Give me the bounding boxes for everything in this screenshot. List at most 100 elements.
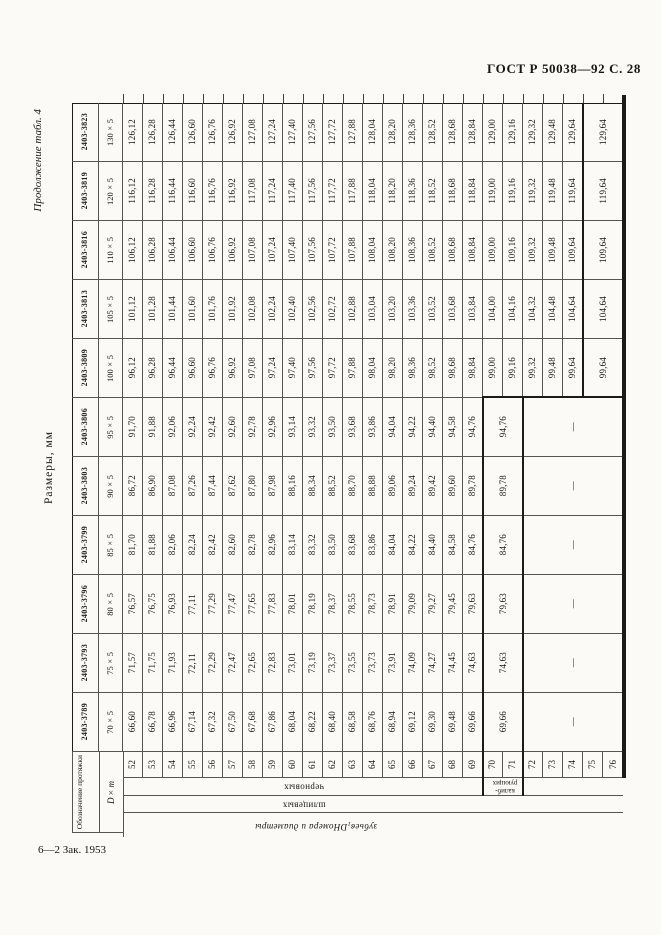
table-cell: 102,08: [243, 280, 263, 338]
table-cell: 109,00: [483, 221, 503, 279]
table-cell: 90×5: [99, 457, 123, 515]
table-cell: 92,78: [243, 398, 263, 456]
table-cell: —: [567, 717, 578, 727]
table-cell: 74,27: [423, 634, 443, 692]
table-cell: 107,24: [263, 221, 283, 279]
table-cell: 118,84: [463, 162, 483, 220]
table-cell: 73,01: [283, 634, 303, 692]
table-cell: 79,45: [443, 575, 463, 633]
table-cell: 129,64: [563, 103, 583, 161]
table-cell: 105×5: [99, 280, 123, 338]
stub-header-label: Обозначение протяжки: [75, 755, 84, 830]
table-cell: 109,64: [563, 221, 583, 279]
table-cell: 89,24: [403, 457, 423, 515]
table-cell: 93,14: [283, 398, 303, 456]
table-row: 2403-3803 90×5 86,72 86,90 87,08 87,26 87,44 87…: [72, 457, 623, 516]
table-cell: 96,28: [143, 339, 163, 397]
footer-note: 6—2 Зак. 1953: [38, 844, 106, 856]
table-cell: 84,22: [403, 516, 423, 574]
table-cell: 66,96: [163, 693, 183, 751]
table-cell: 99,64: [597, 357, 608, 379]
table-cell: 107,88: [343, 221, 363, 279]
table-cell: 92,42: [203, 398, 223, 456]
table-cell: 104,64: [563, 280, 583, 338]
table-cell: 103,36: [403, 280, 423, 338]
table-cell: 79,27: [423, 575, 443, 633]
table-cell: 109,16: [503, 221, 523, 279]
table-row: 2403-3809 100×5 96,12 96,28 96,44 96,60 96,76 9…: [72, 339, 623, 398]
group-strip-spline: шлицевых: [123, 796, 623, 813]
table-cell: 95×5: [99, 398, 123, 456]
table-cell: 74,09: [403, 634, 423, 692]
tooth-number-cell: 64: [363, 752, 383, 778]
table-cell: 128,84: [463, 103, 483, 161]
table-cell: 71,75: [143, 634, 163, 692]
table-cell: 2403-3796: [72, 575, 99, 633]
table-cell: 94,58: [443, 398, 463, 456]
table-cell: 76,93: [163, 575, 183, 633]
column-tick: [323, 94, 324, 103]
column-tick: [483, 94, 484, 103]
table-cell: 116,28: [143, 162, 163, 220]
tooth-number-cell: 62: [323, 752, 343, 778]
table-cell: 96,44: [163, 339, 183, 397]
table-cell: 82,96: [263, 516, 283, 574]
table-cell: 73,37: [323, 634, 343, 692]
table-cell: 73,55: [343, 634, 363, 692]
heavy-calib-right-short: [522, 397, 524, 796]
tooth-number-cell: 59: [263, 752, 283, 778]
table-left-border: [72, 103, 73, 833]
table-cell: 128,04: [363, 103, 383, 161]
table-cell: 118,36: [403, 162, 423, 220]
table-cell: 69,66: [497, 711, 508, 733]
table-cell: 117,08: [243, 162, 263, 220]
table-cell: 92,06: [163, 398, 183, 456]
table-cell: 83,68: [343, 516, 363, 574]
table-cell: 2403-3799: [72, 516, 99, 574]
table-cell: 87,98: [263, 457, 283, 515]
table-row: 2403-3823 130×5 126,12 126,28 126,44 126,60 12…: [72, 103, 623, 162]
table-cell: 106,92: [223, 221, 243, 279]
table-title: Размеры, мм: [43, 430, 55, 505]
tooth-number-cell: 58: [243, 752, 263, 778]
table-cell: 106,60: [183, 221, 203, 279]
table-cell: 93,68: [343, 398, 363, 456]
table-cell: 99,64: [563, 339, 583, 397]
table-cell: 116,60: [183, 162, 203, 220]
tooth-number-cell: 52: [123, 752, 143, 778]
table-cell: 129,32: [523, 103, 543, 161]
table-cell: 127,88: [343, 103, 363, 161]
table-cell: 108,52: [423, 221, 443, 279]
column-tick: [223, 94, 224, 103]
table-cell: 109,64: [597, 237, 608, 263]
table-cell: 96,92: [223, 339, 243, 397]
tooth-number-cell: 63: [343, 752, 363, 778]
axis-strip: зубьев1DНомера и диаметры: [123, 813, 623, 837]
table-row: 2403-3813 105×5 101,12 101,28 101,44 101,60 10…: [72, 280, 623, 339]
table-cell: 76,75: [143, 575, 163, 633]
column-tick: [343, 94, 344, 103]
table-cell: 102,88: [343, 280, 363, 338]
heavy-group-divider: [482, 396, 626, 398]
table-cell: 83,32: [303, 516, 323, 574]
table-cell: 126,12: [123, 103, 143, 161]
table-cell: 127,56: [303, 103, 323, 161]
column-tick: [463, 94, 464, 103]
table-cell: 87,44: [203, 457, 223, 515]
table-cell: 94,76: [463, 398, 483, 456]
table-cell: 71,57: [123, 634, 143, 692]
table-cell: 101,92: [223, 280, 243, 338]
table-cell: 72,65: [243, 634, 263, 692]
table-cell: 128,68: [443, 103, 463, 161]
table-cell: 128,36: [403, 103, 423, 161]
table-cell: 116,12: [123, 162, 143, 220]
table-cell: 87,08: [163, 457, 183, 515]
table-cell: 96,60: [183, 339, 203, 397]
table-cell: 82,78: [243, 516, 263, 574]
table-cell: 117,88: [343, 162, 363, 220]
column-tick: [263, 94, 264, 103]
table-cell: 2403-3806: [72, 398, 99, 456]
table-cell: 77,11: [183, 575, 203, 633]
table-cell: 89,42: [423, 457, 443, 515]
table-row: 2403-3806 95×5 91,70 91,88 92,06 92,24 92,42 92…: [72, 398, 623, 457]
